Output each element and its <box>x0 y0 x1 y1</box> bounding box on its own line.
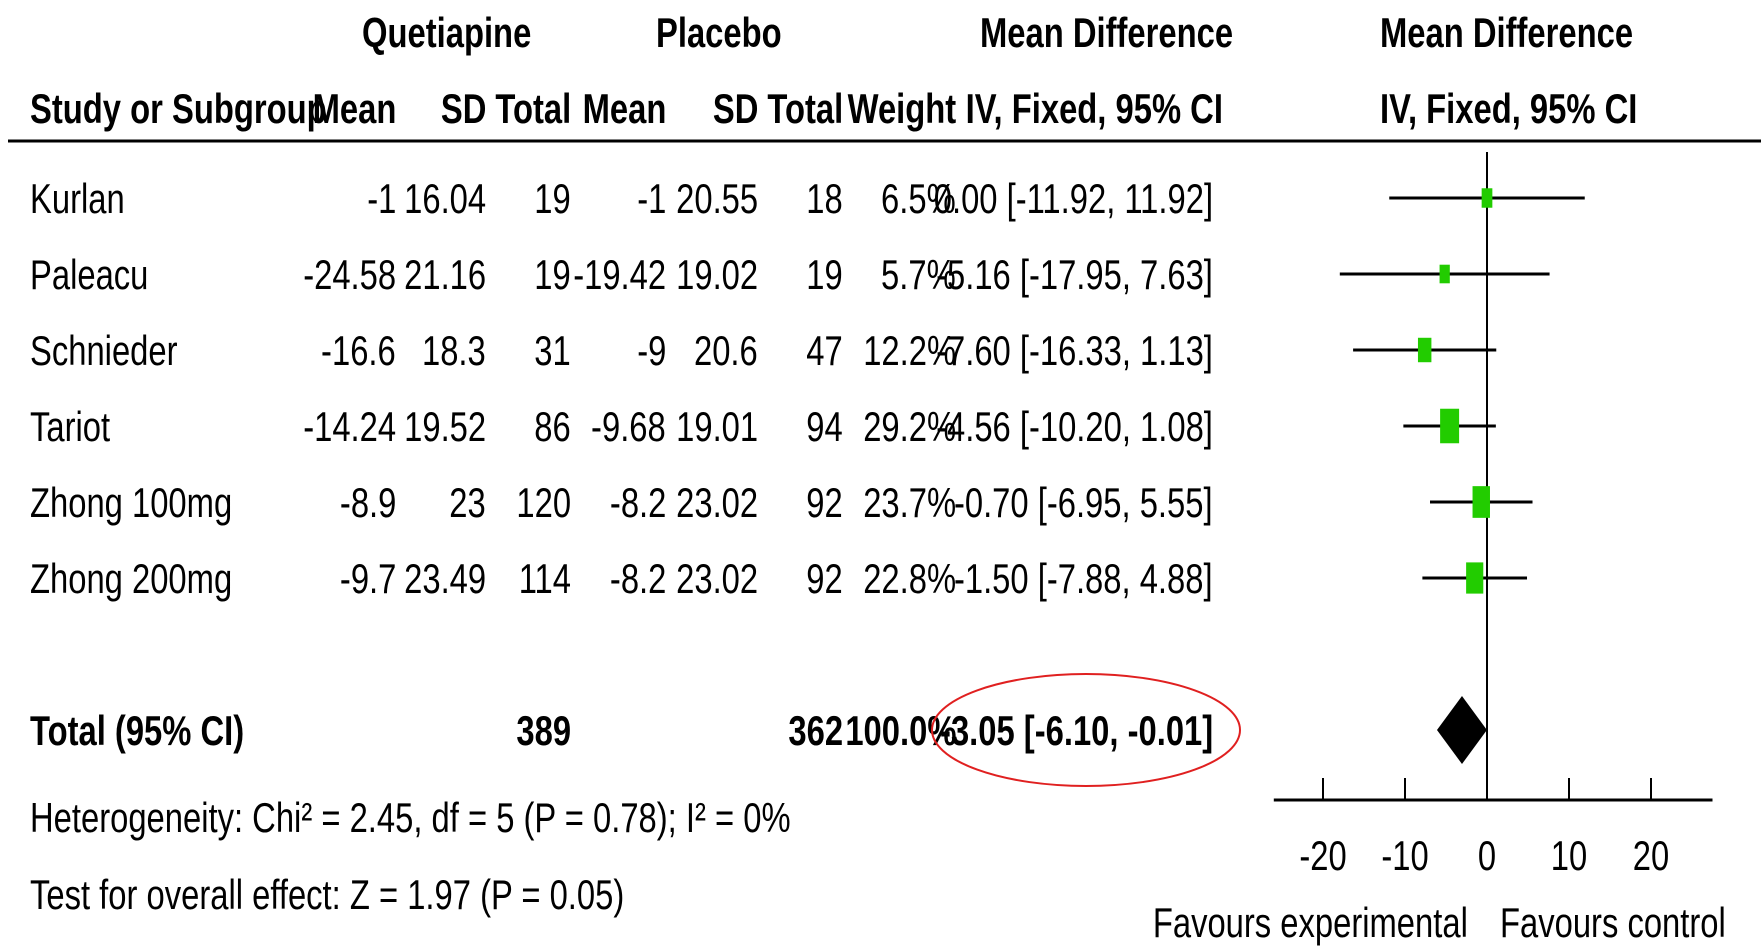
study-mean-exp: -14.24 <box>303 403 396 450</box>
study-name: Zhong 100mg <box>30 479 233 526</box>
study-mean-ctl: -9 <box>636 327 666 374</box>
study-point-marker <box>1439 264 1450 284</box>
column-header-study: Study or Subgroup <box>30 85 327 132</box>
overall-effect-text: Test for overall effect: Z = 1.97 (P = 0… <box>30 871 625 918</box>
study-weight: 22.8% <box>863 555 956 602</box>
heterogeneity-text: Heterogeneity: Chi² = 2.45, df = 5 (P = … <box>30 794 791 841</box>
column-header-total-ctl: Total <box>767 85 843 132</box>
x-axis-tick-label: 10 <box>1551 832 1587 879</box>
column-header-mean-exp: Mean <box>312 85 396 132</box>
study-mean-ctl: -1 <box>636 175 666 222</box>
total-label: Total (95% CI) <box>30 707 245 754</box>
study-weight: 23.7% <box>863 479 956 526</box>
study-ci: -7.60 [-16.33, 1.13] <box>936 327 1213 374</box>
study-weight: 5.7% <box>881 251 956 298</box>
x-axis-tick-label: -20 <box>1299 832 1346 879</box>
study-sd-exp: 23 <box>449 479 486 526</box>
favours-experimental-label: Favours experimental <box>1153 899 1468 946</box>
study-name: Schnieder <box>30 327 178 374</box>
study-sd-ctl: 23.02 <box>676 479 758 526</box>
study-sd-ctl: 19.01 <box>676 403 758 450</box>
study-sd-exp: 16.04 <box>404 175 486 222</box>
study-ci: -0.70 [-6.95, 5.55] <box>954 479 1213 526</box>
plot-method: IV, Fixed, 95% CI <box>1380 85 1638 132</box>
study-sd-exp: 18.3 <box>422 327 486 374</box>
column-header-mean-ctl: Mean <box>582 85 666 132</box>
study-sd-ctl: 20.6 <box>694 327 758 374</box>
study-point-marker <box>1481 188 1493 208</box>
study-mean-exp: -24.58 <box>303 251 396 298</box>
study-total-ctl: 92 <box>806 479 843 526</box>
x-axis-ticks: -20 -10 0 10 20 <box>1299 778 1669 879</box>
study-mean-ctl: -9.68 <box>591 403 666 450</box>
study-markers <box>1339 188 1585 594</box>
column-header-sd-exp: SD <box>440 85 486 132</box>
study-name: Zhong 200mg <box>30 555 233 602</box>
study-total-exp: 120 <box>516 479 571 526</box>
highlight-circle <box>931 673 1241 787</box>
study-sd-exp: 23.49 <box>404 555 486 602</box>
plot-title: Mean Difference <box>1380 9 1634 56</box>
total-exp: 389 <box>516 707 571 754</box>
study-ci: 0.00 [-11.92, 11.92] <box>933 175 1213 222</box>
study-ci: -5.16 [-17.95, 7.63] <box>936 251 1213 298</box>
study-total-exp: 19 <box>534 251 571 298</box>
study-mean-ctl: -8.2 <box>609 479 666 526</box>
study-total-ctl: 19 <box>806 251 843 298</box>
x-axis-tick-label: -10 <box>1381 832 1428 879</box>
study-sd-ctl: 23.02 <box>676 555 758 602</box>
summary-diamond <box>1436 696 1487 764</box>
study-point-marker <box>1417 337 1432 363</box>
study-mean-exp: -16.6 <box>321 327 396 374</box>
group-header-quetiapine: Quetiapine <box>362 9 532 56</box>
study-ci: -4.56 [-10.20, 1.08] <box>936 403 1213 450</box>
study-sd-ctl: 20.55 <box>676 175 758 222</box>
x-axis-tick-label: 0 <box>1478 832 1496 879</box>
md-column-title: Mean Difference <box>980 9 1234 56</box>
md-column-method: IV, Fixed, 95% CI <box>965 85 1223 132</box>
group-header-placebo: Placebo <box>656 9 782 56</box>
study-mean-ctl: -19.42 <box>573 251 666 298</box>
study-mean-exp: -9.7 <box>339 555 396 602</box>
study-total-ctl: 92 <box>806 555 843 602</box>
study-name: Paleacu <box>30 251 149 298</box>
study-mean-ctl: -8.2 <box>609 555 666 602</box>
study-total-ctl: 47 <box>806 327 843 374</box>
study-total-exp: 86 <box>534 403 571 450</box>
column-header-total-exp: Total <box>495 85 571 132</box>
study-sd-exp: 19.52 <box>404 403 486 450</box>
x-axis-tick-label: 20 <box>1633 832 1669 879</box>
study-mean-exp: -1 <box>366 175 396 222</box>
study-total-ctl: 94 <box>806 403 843 450</box>
total-ci: -3.05 [-6.10, -0.01] <box>939 707 1213 754</box>
study-sd-ctl: 19.02 <box>676 251 758 298</box>
study-mean-exp: -8.9 <box>339 479 396 526</box>
total-ctl: 362 <box>788 707 843 754</box>
study-name: Tariot <box>30 403 111 450</box>
column-header-sd-ctl: SD <box>712 85 758 132</box>
study-name: Kurlan <box>30 175 125 222</box>
study-total-exp: 114 <box>518 555 571 602</box>
study-sd-exp: 21.16 <box>404 251 486 298</box>
study-weight: 29.2% <box>863 403 956 450</box>
summary-diamond-group <box>1436 696 1487 764</box>
column-header-weight: Weight <box>847 85 956 132</box>
study-weight: 12.2% <box>863 327 956 374</box>
study-total-exp: 19 <box>534 175 571 222</box>
study-weight: 6.5% <box>881 175 956 222</box>
study-total-ctl: 18 <box>806 175 843 222</box>
study-point-marker <box>1472 486 1490 518</box>
favours-control-label: Favours control <box>1500 899 1726 946</box>
study-point-marker <box>1440 408 1460 444</box>
study-total-exp: 31 <box>534 327 571 374</box>
study-point-marker <box>1466 562 1484 594</box>
study-ci: -1.50 [-7.88, 4.88] <box>954 555 1213 602</box>
